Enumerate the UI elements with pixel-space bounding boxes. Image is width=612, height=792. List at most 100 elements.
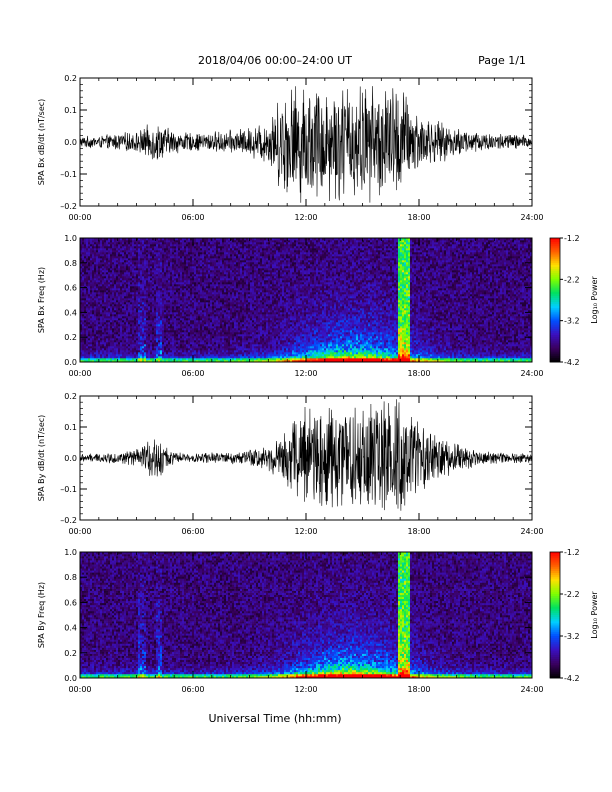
- spectrogram-cell: [170, 266, 172, 268]
- spectrogram-cell: [170, 252, 172, 254]
- spectrogram-cell: [202, 356, 204, 358]
- spectrogram-cell: [212, 242, 214, 244]
- spectrogram-cell: [164, 244, 166, 246]
- spectrogram-cell: [138, 258, 140, 260]
- spectrogram-cell: [172, 342, 174, 344]
- spectrogram-cell: [168, 332, 170, 334]
- spectrogram-cell: [142, 280, 144, 282]
- spectrogram-cell: [194, 272, 196, 274]
- spectrogram-cell: [196, 252, 198, 254]
- spectrogram-cell: [86, 298, 88, 300]
- spectrogram-cell: [136, 242, 138, 244]
- spectrogram-cell: [162, 306, 164, 308]
- spectrogram-cell: [178, 254, 180, 256]
- spectrogram-cell: [180, 314, 182, 316]
- spectrogram-cell: [96, 332, 98, 334]
- spectrogram-cell: [204, 266, 206, 268]
- spectrogram-cell: [182, 350, 184, 352]
- spectrogram-cell: [160, 304, 162, 306]
- spectrogram-cell: [194, 340, 196, 342]
- spectrogram-cell: [176, 320, 178, 322]
- spectrogram-cell: [98, 268, 100, 270]
- spectrogram-cell: [124, 356, 126, 358]
- spectrogram-cell: [136, 352, 138, 354]
- spectrogram-cell: [100, 322, 102, 324]
- spectrogram-cell: [88, 260, 90, 262]
- spectrogram-cell: [194, 358, 196, 360]
- spectrogram-cell: [130, 318, 132, 320]
- spectrogram-cell: [212, 256, 214, 258]
- spectrogram-cell: [168, 268, 170, 270]
- spectrogram-cell: [230, 352, 232, 354]
- spectrogram-cell: [90, 288, 92, 290]
- spectrogram-cell: [150, 318, 152, 320]
- spectrogram-cell: [224, 312, 226, 314]
- spectrogram-cell: [124, 274, 126, 276]
- spectrogram-cell: [166, 282, 168, 284]
- spectrogram-cell: [104, 320, 106, 322]
- spectrogram-cell: [168, 336, 170, 338]
- spectrogram-cell: [206, 344, 208, 346]
- spectrogram-cell: [144, 310, 146, 312]
- spectrogram-cell: [118, 338, 120, 340]
- spectrogram-cell: [166, 322, 168, 324]
- spectrogram-cell: [156, 266, 158, 268]
- spectrogram-cell: [100, 358, 102, 360]
- spectrogram-cell: [160, 288, 162, 290]
- spectrogram-cell: [214, 266, 216, 268]
- spectrogram-cell: [130, 348, 132, 350]
- spectrogram-cell: [186, 272, 188, 274]
- spectrogram-cell: [118, 266, 120, 268]
- spectrogram-cell: [148, 248, 150, 250]
- spectrogram-cell: [202, 298, 204, 300]
- spectrogram-cell: [86, 306, 88, 308]
- spectrogram-cell: [114, 356, 116, 358]
- spectrogram-cell: [148, 332, 150, 334]
- spectrogram-cell: [82, 298, 84, 300]
- spectrogram-cell: [86, 318, 88, 320]
- spectrogram-cell: [222, 256, 224, 258]
- spectrogram-cell: [96, 300, 98, 302]
- spectrogram-cell: [128, 294, 130, 296]
- spectrogram-cell: [138, 252, 140, 254]
- spectrogram-cell: [176, 324, 178, 326]
- spectrogram-cell: [134, 288, 136, 290]
- spectrogram-cell: [234, 320, 236, 322]
- spectrogram-cell: [148, 314, 150, 316]
- spectrogram-cell: [150, 300, 152, 302]
- spectrogram-cell: [216, 270, 218, 272]
- y-tick-label: 0.0: [64, 138, 77, 147]
- spectrogram-cell: [158, 260, 160, 262]
- spectrogram-cell: [214, 282, 216, 284]
- spectrogram-cell: [190, 342, 192, 344]
- spectrogram-cell: [216, 298, 218, 300]
- spectrogram-cell: [178, 250, 180, 252]
- spectrogram-cell: [190, 280, 192, 282]
- spectrogram-cell: [168, 304, 170, 306]
- spectrogram-cell: [100, 318, 102, 320]
- spectrogram-cell: [124, 286, 126, 288]
- spectrogram-cell: [98, 330, 100, 332]
- spectrogram-cell: [194, 284, 196, 286]
- spectrogram-cell: [90, 276, 92, 278]
- spectrogram-cell: [162, 258, 164, 260]
- spectrogram-cell: [188, 260, 190, 262]
- waveform-panel: 0.20.10.0–0.1–0.200:00 06:00 12:00 18:00 24:…: [37, 74, 544, 222]
- spectrogram-cell: [84, 316, 86, 318]
- spectrogram-cell: [106, 294, 108, 296]
- spectrogram-cell: [204, 258, 206, 260]
- spectrogram-cell: [148, 276, 150, 278]
- spectrogram-cell: [182, 316, 184, 318]
- spectrogram-cell: [184, 240, 186, 242]
- spectrogram-cell: [86, 358, 88, 360]
- spectrogram-cell: [202, 246, 204, 248]
- spectrogram-cell: [190, 296, 192, 298]
- spectrogram-cell: [178, 344, 180, 346]
- spectrogram-cell: [200, 292, 202, 294]
- spectrogram-cell: [192, 312, 194, 314]
- spectrogram-cell: [168, 308, 170, 310]
- spectrogram-cell: [118, 352, 120, 354]
- spectrogram-cell: [192, 306, 194, 308]
- spectrogram-cell: [84, 332, 86, 334]
- spectrogram-cell: [134, 310, 136, 312]
